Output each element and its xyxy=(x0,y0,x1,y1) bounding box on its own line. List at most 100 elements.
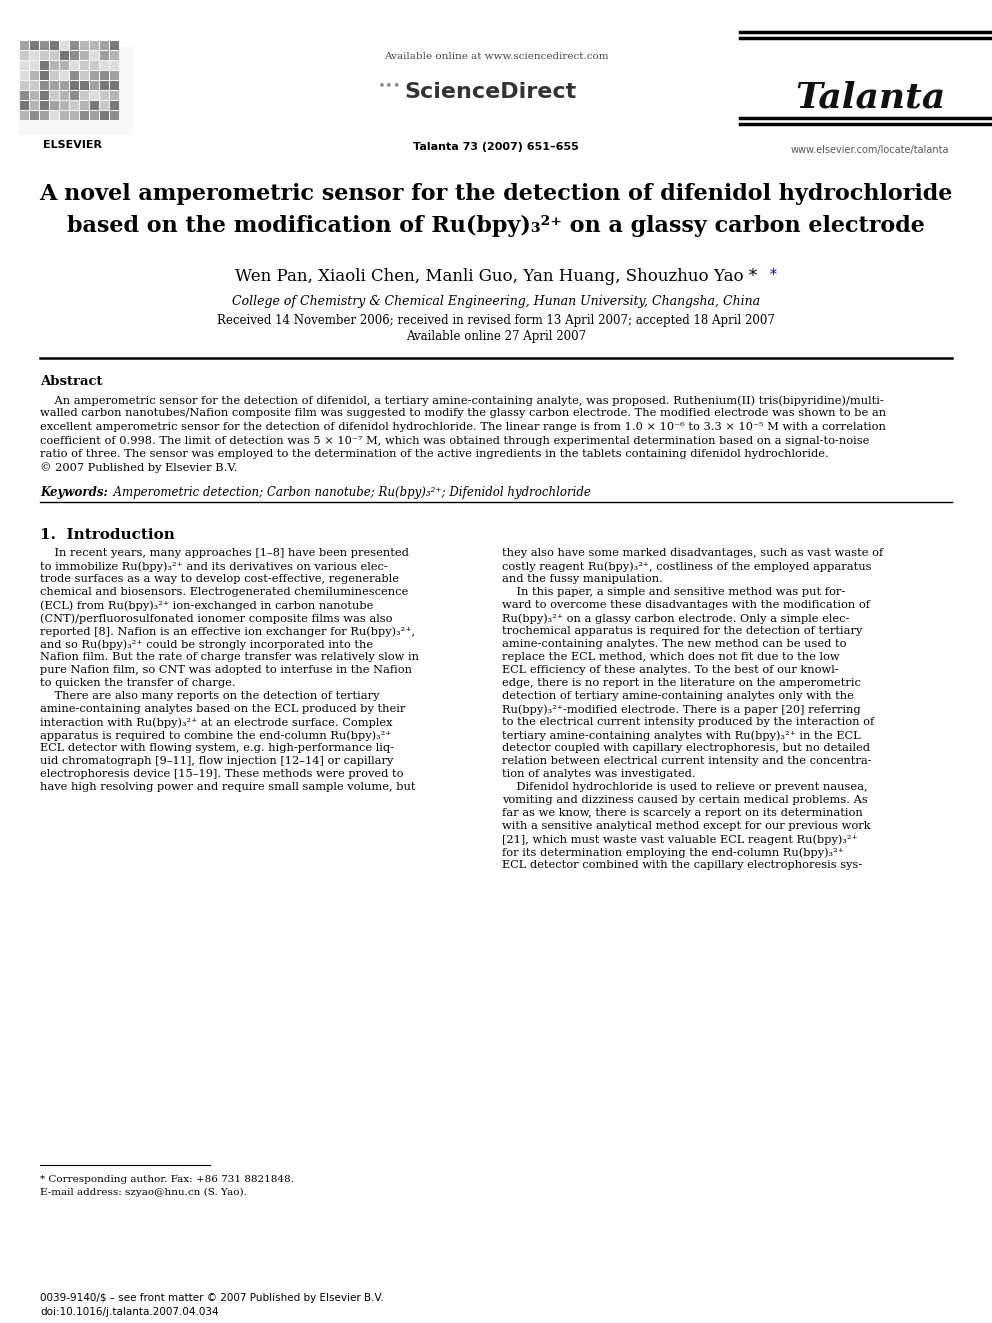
Bar xyxy=(50,61,59,70)
Bar xyxy=(110,101,119,110)
Text: for its determination employing the end-column Ru(bpy)₃²⁺: for its determination employing the end-… xyxy=(502,847,844,857)
Bar xyxy=(50,71,59,79)
Text: Abstract: Abstract xyxy=(40,374,102,388)
Text: doi:10.1016/j.talanta.2007.04.034: doi:10.1016/j.talanta.2007.04.034 xyxy=(40,1307,218,1316)
Text: interaction with Ru(bpy)₃²⁺ at an electrode surface. Complex: interaction with Ru(bpy)₃²⁺ at an electr… xyxy=(40,717,393,728)
Bar xyxy=(80,71,89,79)
Bar xyxy=(80,81,89,90)
Text: walled carbon nanotubes/Nafion composite film was suggested to modify the glassy: walled carbon nanotubes/Nafion composite… xyxy=(40,409,886,418)
Text: apparatus is required to combine the end-column Ru(bpy)₃²⁺: apparatus is required to combine the end… xyxy=(40,730,392,741)
Text: (ECL) from Ru(bpy)₃²⁺ ion-exchanged in carbon nanotube: (ECL) from Ru(bpy)₃²⁺ ion-exchanged in c… xyxy=(40,601,373,610)
Bar xyxy=(100,52,109,60)
Bar xyxy=(70,71,79,79)
Bar xyxy=(110,61,119,70)
Bar xyxy=(90,111,99,120)
Text: College of Chemistry & Chemical Engineering, Hunan University, Changsha, China: College of Chemistry & Chemical Engineer… xyxy=(232,295,760,308)
Bar xyxy=(90,71,99,79)
Text: Wen Pan, Xiaoli Chen, Manli Guo, Yan Huang, Shouzhuo Yao *: Wen Pan, Xiaoli Chen, Manli Guo, Yan Hua… xyxy=(235,269,757,284)
Bar xyxy=(110,91,119,101)
Text: to the electrical current intensity produced by the interaction of: to the electrical current intensity prod… xyxy=(502,717,874,728)
Bar xyxy=(80,111,89,120)
Bar xyxy=(60,71,69,79)
Bar xyxy=(50,52,59,60)
Bar xyxy=(40,111,49,120)
Bar xyxy=(50,111,59,120)
Bar xyxy=(30,111,39,120)
Text: edge, there is no report in the literature on the amperometric: edge, there is no report in the literatu… xyxy=(502,677,861,688)
Text: detection of tertiary amine-containing analytes only with the: detection of tertiary amine-containing a… xyxy=(502,691,854,701)
Bar xyxy=(90,91,99,101)
Bar xyxy=(100,61,109,70)
Text: E-mail address: szyao@hnu.cn (S. Yao).: E-mail address: szyao@hnu.cn (S. Yao). xyxy=(40,1188,247,1197)
Bar xyxy=(30,81,39,90)
Text: An amperometric sensor for the detection of difenidol, a tertiary amine-containi: An amperometric sensor for the detection… xyxy=(40,396,884,406)
Text: www.elsevier.com/locate/talanta: www.elsevier.com/locate/talanta xyxy=(791,146,949,155)
Text: amine-containing analytes based on the ECL produced by their: amine-containing analytes based on the E… xyxy=(40,704,406,714)
Text: have high resolving power and require small sample volume, but: have high resolving power and require sm… xyxy=(40,782,416,792)
Text: There are also many reports on the detection of tertiary: There are also many reports on the detec… xyxy=(40,691,380,701)
Text: 0039-9140/$ – see front matter © 2007 Published by Elsevier B.V.: 0039-9140/$ – see front matter © 2007 Pu… xyxy=(40,1293,384,1303)
Bar xyxy=(90,41,99,50)
Text: ∙∙∙: ∙∙∙ xyxy=(378,78,402,91)
Text: *: * xyxy=(770,269,777,282)
Bar xyxy=(110,71,119,79)
Bar xyxy=(50,41,59,50)
Text: Keywords:: Keywords: xyxy=(40,486,108,499)
Text: Talanta: Talanta xyxy=(795,79,945,114)
Bar xyxy=(40,41,49,50)
Text: Nafion film. But the rate of charge transfer was relatively slow in: Nafion film. But the rate of charge tran… xyxy=(40,652,419,662)
Text: Talanta 73 (2007) 651–655: Talanta 73 (2007) 651–655 xyxy=(413,142,579,152)
Bar xyxy=(90,61,99,70)
Text: ECL detector combined with the capillary electrophoresis sys-: ECL detector combined with the capillary… xyxy=(502,860,862,871)
Bar xyxy=(110,111,119,120)
Bar xyxy=(30,61,39,70)
Bar xyxy=(80,52,89,60)
Text: ECL detector with flowing system, e.g. high-performance liq-: ECL detector with flowing system, e.g. h… xyxy=(40,744,394,753)
Bar xyxy=(100,41,109,50)
Bar xyxy=(20,61,29,70)
Bar xyxy=(100,101,109,110)
Bar xyxy=(50,91,59,101)
Text: tion of analytes was investigated.: tion of analytes was investigated. xyxy=(502,769,695,779)
Text: with a sensitive analytical method except for our previous work: with a sensitive analytical method excep… xyxy=(502,822,871,831)
Bar xyxy=(30,71,39,79)
Bar xyxy=(18,48,133,135)
Bar xyxy=(40,71,49,79)
Bar xyxy=(60,81,69,90)
Text: © 2007 Published by Elsevier B.V.: © 2007 Published by Elsevier B.V. xyxy=(40,463,237,474)
Bar xyxy=(40,81,49,90)
Bar xyxy=(30,91,39,101)
Text: trode surfaces as a way to develop cost-effective, regenerable: trode surfaces as a way to develop cost-… xyxy=(40,574,399,583)
Text: tertiary amine-containing analytes with Ru(bpy)₃²⁺ in the ECL: tertiary amine-containing analytes with … xyxy=(502,730,861,741)
Bar xyxy=(90,81,99,90)
Bar xyxy=(20,91,29,101)
Bar xyxy=(110,81,119,90)
Text: Amperometric detection; Carbon nanotube; Ru(bpy)₃²⁺; Difenidol hydrochloride: Amperometric detection; Carbon nanotube;… xyxy=(106,486,591,499)
Bar xyxy=(100,111,109,120)
Text: In recent years, many approaches [1–8] have been presented: In recent years, many approaches [1–8] h… xyxy=(40,548,409,558)
Bar xyxy=(70,81,79,90)
Bar xyxy=(20,52,29,60)
Text: replace the ECL method, which does not fit due to the low: replace the ECL method, which does not f… xyxy=(502,652,839,662)
Bar xyxy=(80,101,89,110)
Bar xyxy=(20,41,29,50)
Text: Ru(bpy)₃²⁺ on a glassy carbon electrode. Only a simple elec-: Ru(bpy)₃²⁺ on a glassy carbon electrode.… xyxy=(502,613,849,623)
Text: * Corresponding author. Fax: +86 731 8821848.: * Corresponding author. Fax: +86 731 882… xyxy=(40,1175,294,1184)
Text: they also have some marked disadvantages, such as vast waste of: they also have some marked disadvantages… xyxy=(502,548,883,558)
Text: Difenidol hydrochloride is used to relieve or prevent nausea,: Difenidol hydrochloride is used to relie… xyxy=(502,782,868,792)
Text: (CNT)/perfluorosulfonated ionomer composite films was also: (CNT)/perfluorosulfonated ionomer compos… xyxy=(40,613,393,623)
Bar xyxy=(60,41,69,50)
Bar xyxy=(60,111,69,120)
Bar xyxy=(50,101,59,110)
Bar xyxy=(70,41,79,50)
Bar xyxy=(40,61,49,70)
Text: ward to overcome these disadvantages with the modification of: ward to overcome these disadvantages wit… xyxy=(502,601,870,610)
Text: [21], which must waste vast valuable ECL reagent Ru(bpy)₃²⁺: [21], which must waste vast valuable ECL… xyxy=(502,833,858,844)
Text: In this paper, a simple and sensitive method was put for-: In this paper, a simple and sensitive me… xyxy=(502,587,845,597)
Text: Available online 27 April 2007: Available online 27 April 2007 xyxy=(406,329,586,343)
Bar xyxy=(100,81,109,90)
Text: 1.  Introduction: 1. Introduction xyxy=(40,528,175,542)
Text: to quicken the transfer of charge.: to quicken the transfer of charge. xyxy=(40,677,236,688)
Text: and so Ru(bpy)₃²⁺ could be strongly incorporated into the: and so Ru(bpy)₃²⁺ could be strongly inco… xyxy=(40,639,373,650)
Bar xyxy=(70,101,79,110)
